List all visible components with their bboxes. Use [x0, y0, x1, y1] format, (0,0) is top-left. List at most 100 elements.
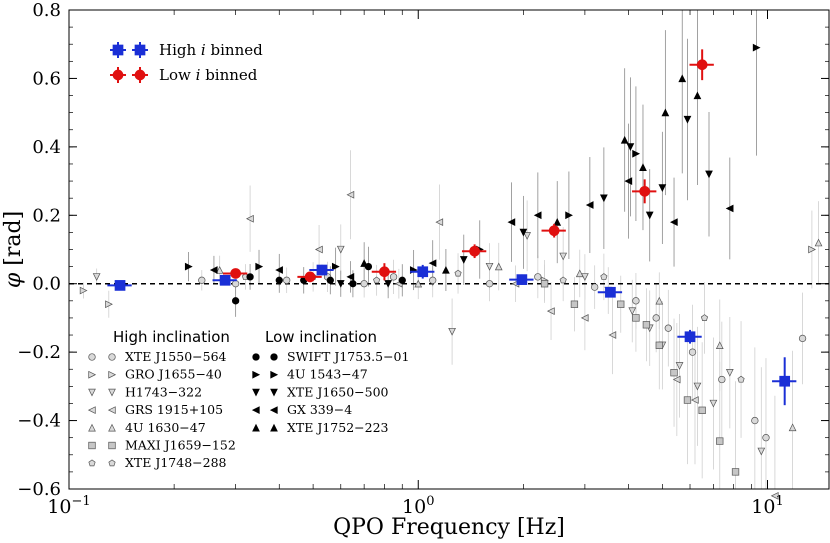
data-point: [718, 375, 726, 384]
legend-source-marker: [108, 423, 116, 432]
data-point: [92, 273, 101, 281]
binned-points-layer: [107, 49, 797, 406]
data-point: [639, 163, 647, 172]
legend-source-marker: [88, 459, 96, 467]
data-point: [336, 245, 345, 254]
data-point: [346, 273, 355, 281]
data-point: [751, 416, 759, 425]
data-point: [688, 348, 697, 356]
data-point: [788, 423, 797, 432]
binned-point: [379, 266, 390, 278]
data-point: [731, 468, 740, 476]
data-point: [519, 228, 528, 237]
data-point: [752, 43, 761, 52]
legend-source-marker: [87, 406, 96, 414]
binned-point: [684, 331, 696, 343]
data-point: [808, 245, 816, 254]
data-point: [448, 327, 456, 336]
data-point: [814, 238, 823, 247]
binned-point: [469, 245, 480, 257]
x-tick-label: 101: [751, 494, 783, 518]
legend-marker: [112, 69, 124, 81]
binned-legend: High i binned Low i binned: [110, 41, 263, 84]
data-point: [645, 211, 654, 220]
y-tick-label: −0.6: [17, 479, 61, 500]
data-point: [314, 245, 323, 254]
data-point: [661, 108, 670, 117]
legend-source-marker: [270, 423, 278, 432]
data-point: [559, 276, 567, 284]
data-point: [442, 265, 450, 274]
data-point: [540, 280, 549, 288]
binned-point: [316, 264, 328, 276]
data-point: [798, 334, 807, 343]
data-point: [658, 184, 667, 192]
data-point: [485, 262, 494, 271]
binned-point: [417, 266, 429, 278]
data-point: [683, 115, 692, 124]
legend-source-marker: [88, 423, 96, 432]
data-point: [600, 273, 608, 280]
data-point: [762, 434, 770, 442]
data-point: [570, 300, 579, 308]
data-point: [428, 259, 437, 268]
data-point: [608, 331, 617, 339]
legend-source-marker: [252, 353, 260, 361]
data-point: [770, 491, 779, 500]
data-point: [725, 369, 734, 377]
binned-point: [304, 271, 316, 283]
data-point: [246, 214, 254, 223]
y-tick-label: −0.4: [17, 411, 61, 432]
data-point: [675, 362, 684, 370]
legend-source-marker: [88, 370, 97, 379]
binned-point: [605, 286, 616, 298]
data-point: [575, 269, 584, 278]
data-point: [624, 177, 633, 185]
legend-source-label: GRO J1655−40: [125, 367, 222, 382]
data-point: [642, 321, 651, 329]
data-point: [565, 211, 573, 220]
data-point: [231, 297, 240, 305]
data-point: [709, 399, 718, 408]
low-inclination-title: Low inclination: [265, 328, 377, 346]
data-point: [737, 375, 745, 383]
legend-source-label: 4U 1543−47: [287, 367, 368, 382]
data-point: [715, 341, 724, 349]
data-point: [255, 262, 264, 271]
data-point: [670, 369, 678, 377]
data-point: [652, 314, 660, 322]
legend-source-marker: [88, 441, 96, 450]
data-point: [655, 296, 664, 305]
ticks-layer: −0.6 −0.4 −0.2 0.0 0.2 0.4 0.6 0.8 10−1 100 101: [17, 0, 829, 518]
data-point: [494, 262, 503, 271]
x-axis-label: QPO Frequency [Hz]: [333, 515, 565, 540]
data-point: [360, 259, 369, 267]
legend-source-label: SWIFT J1753.5−01: [287, 349, 409, 364]
data-point: [546, 307, 555, 315]
data-point: [459, 256, 468, 264]
legend-source-marker: [108, 459, 116, 467]
legend-source-label: GX 339−4: [287, 402, 352, 417]
data-point: [632, 149, 641, 158]
binned-point: [696, 59, 708, 71]
legend-source-label: 4U 1630−47: [125, 420, 206, 435]
data-point: [184, 262, 193, 271]
data-point: [672, 375, 681, 384]
data-point: [105, 300, 113, 309]
legend-source-marker: [252, 370, 261, 379]
legend-source-label: GRS 1915+105: [125, 402, 223, 417]
y-tick-label: 0.4: [32, 137, 61, 158]
data-point: [389, 273, 398, 281]
legend-source-marker: [269, 406, 278, 414]
data-point: [585, 201, 594, 209]
y-axis-label: φ [rad]: [1, 211, 26, 288]
data-point: [485, 280, 494, 288]
legend-source-marker: [252, 423, 260, 432]
data-point: [523, 232, 531, 240]
legend-source-marker: [251, 406, 260, 414]
legend-source-marker: [88, 353, 96, 361]
legend-marker: [112, 44, 124, 56]
data-point: [757, 447, 766, 456]
y-tick-label: 0.8: [32, 0, 61, 21]
data-point: [632, 314, 640, 322]
